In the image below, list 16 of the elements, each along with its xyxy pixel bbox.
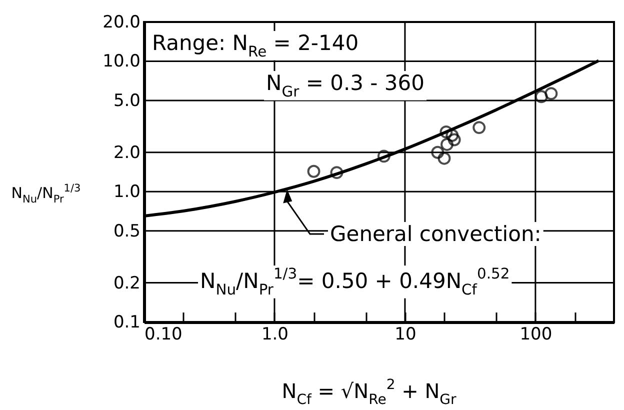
x-axis-title: N$_{Cf}$ = √N$_{Re}$$^{2}$ + N$_{Gr}$ (282, 377, 457, 408)
x-tick-label: 100 (520, 324, 552, 344)
x-tick-label: 0.10 (144, 324, 182, 344)
y-tick-label: 0.5 (113, 221, 140, 242)
x-tick-label: 10 (394, 324, 416, 344)
y-tick-label: 0.1 (113, 312, 140, 332)
y-tick-label: 5.0 (113, 90, 140, 111)
x-tick-label: 1.0 (261, 324, 289, 344)
annotation: Range: N$_{Re}$ = 2-140 (152, 31, 359, 60)
y-tick-label: 0.2 (113, 273, 140, 294)
y-tick-label: 1.0 (113, 182, 140, 202)
y-tick-label: 10.0 (102, 52, 140, 72)
y-tick-label: 20.0 (102, 12, 140, 32)
annotation: General convection: (330, 222, 542, 246)
annotation: N$_{Gr}$ = 0.3 - 360 (266, 71, 424, 100)
y-tick-label: 2.0 (113, 142, 140, 163)
